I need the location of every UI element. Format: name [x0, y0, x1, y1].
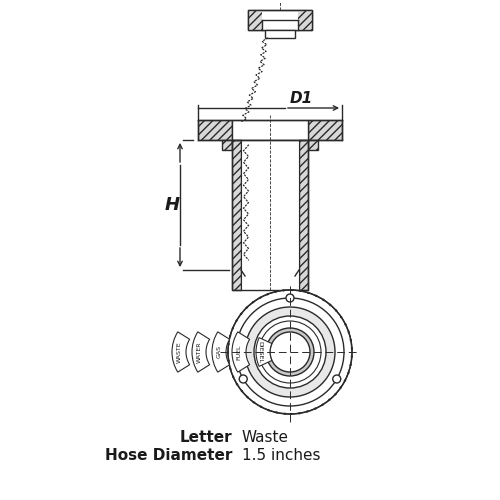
- Circle shape: [228, 290, 352, 414]
- Circle shape: [266, 328, 314, 376]
- Circle shape: [236, 298, 344, 406]
- Bar: [232, 140, 241, 290]
- Text: Waste: Waste: [242, 430, 289, 446]
- Text: WATER: WATER: [196, 341, 202, 363]
- Bar: [232, 140, 308, 290]
- Text: 1.5 inches: 1.5 inches: [242, 448, 320, 464]
- Circle shape: [286, 294, 294, 302]
- Bar: [308, 120, 342, 140]
- Text: D1: D1: [290, 91, 313, 106]
- Bar: [299, 140, 308, 290]
- Text: Letter: Letter: [180, 430, 232, 446]
- Bar: [265, 30, 295, 38]
- Wedge shape: [172, 332, 190, 372]
- Circle shape: [333, 375, 341, 383]
- Bar: [198, 120, 232, 140]
- Circle shape: [270, 332, 310, 372]
- Circle shape: [259, 321, 321, 383]
- Bar: [262, 20, 298, 30]
- Text: WASTE: WASTE: [176, 341, 182, 363]
- Text: FUEL: FUEL: [236, 344, 242, 360]
- Text: DIESEL: DIESEL: [258, 341, 262, 363]
- Bar: [308, 140, 318, 150]
- Bar: [248, 10, 312, 30]
- Bar: [232, 120, 308, 140]
- Circle shape: [245, 307, 335, 397]
- Text: H: H: [164, 196, 180, 214]
- Text: GAS: GAS: [216, 346, 222, 358]
- Bar: [248, 10, 262, 30]
- Wedge shape: [232, 332, 250, 372]
- Bar: [298, 10, 312, 30]
- Wedge shape: [256, 338, 272, 366]
- Circle shape: [239, 375, 247, 383]
- Text: Hose Diameter: Hose Diameter: [104, 448, 232, 464]
- Wedge shape: [192, 332, 210, 372]
- Bar: [222, 140, 232, 150]
- Wedge shape: [212, 332, 230, 372]
- Bar: [248, 10, 312, 30]
- Bar: [241, 140, 299, 290]
- Circle shape: [254, 316, 326, 388]
